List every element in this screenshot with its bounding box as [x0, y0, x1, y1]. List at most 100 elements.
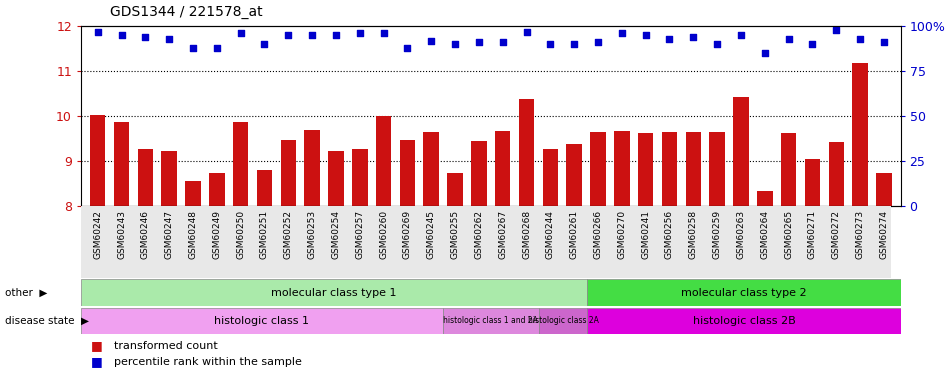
Point	[518, 28, 533, 34]
Bar	[756, 190, 772, 206]
Bar	[256, 170, 272, 206]
Point	[708, 41, 724, 47]
Bar	[232, 122, 248, 206]
Text: transformed count: transformed count	[114, 341, 218, 351]
Point	[185, 45, 200, 51]
Text: histologic class 2B: histologic class 2B	[692, 316, 794, 326]
Text: GSM60256: GSM60256	[664, 210, 673, 259]
Text: GSM60258: GSM60258	[688, 210, 697, 259]
Text: GSM60273: GSM60273	[855, 210, 863, 259]
Point	[565, 41, 581, 47]
Point	[613, 30, 628, 36]
Point	[684, 34, 700, 40]
Text: GSM60250: GSM60250	[236, 210, 245, 259]
Text: GSM60251: GSM60251	[260, 210, 268, 259]
Bar	[613, 130, 629, 206]
Bar	[780, 134, 796, 206]
Text: other  ▶: other ▶	[5, 288, 47, 297]
Bar	[684, 132, 701, 206]
Bar	[827, 142, 843, 206]
Text: GSM60264: GSM60264	[760, 210, 768, 259]
Bar	[586, 308, 900, 334]
Text: GSM60245: GSM60245	[426, 210, 435, 259]
Point	[446, 41, 462, 47]
Text: ■: ■	[90, 339, 102, 352]
Text: GSM60272: GSM60272	[831, 210, 840, 259]
Text: GSM60261: GSM60261	[569, 210, 578, 259]
Point	[280, 32, 295, 38]
Bar	[637, 134, 653, 206]
Text: GSM60257: GSM60257	[355, 210, 364, 259]
Bar	[327, 152, 344, 206]
Text: GSM60254: GSM60254	[331, 210, 340, 259]
Bar	[89, 115, 106, 206]
Text: GSM60247: GSM60247	[165, 210, 173, 259]
Point	[637, 32, 652, 38]
Text: GSM60243: GSM60243	[117, 210, 126, 259]
Point	[542, 41, 557, 47]
Bar	[81, 308, 442, 334]
Text: GSM60267: GSM60267	[498, 210, 506, 259]
Point	[208, 45, 224, 51]
Text: GSM60268: GSM60268	[522, 210, 530, 259]
Text: GSM60266: GSM60266	[593, 210, 602, 259]
Point	[827, 27, 843, 33]
Bar	[304, 130, 320, 206]
Bar	[586, 279, 900, 306]
Point	[851, 36, 866, 42]
Bar	[351, 148, 367, 206]
Bar	[542, 148, 558, 206]
Point	[113, 32, 129, 38]
Text: GSM60260: GSM60260	[379, 210, 387, 259]
Bar	[518, 99, 534, 206]
Text: GSM60262: GSM60262	[474, 210, 483, 259]
Bar	[280, 140, 296, 206]
Text: GSM60263: GSM60263	[736, 210, 744, 259]
Bar	[185, 182, 201, 206]
Point	[351, 30, 367, 36]
Point	[732, 32, 747, 38]
Point	[89, 28, 105, 34]
Point	[399, 45, 414, 51]
Text: GSM60246: GSM60246	[141, 210, 149, 259]
Text: GSM60274: GSM60274	[879, 210, 887, 259]
Point	[875, 39, 890, 45]
Point	[803, 41, 819, 47]
Text: GSM60269: GSM60269	[403, 210, 411, 259]
Bar	[803, 159, 820, 206]
Point	[470, 39, 486, 45]
Text: GSM60249: GSM60249	[212, 210, 221, 259]
Point	[304, 32, 319, 38]
Point	[327, 32, 343, 38]
Bar	[81, 279, 586, 306]
Point	[375, 30, 390, 36]
Bar	[494, 130, 510, 206]
Point	[232, 30, 248, 36]
Text: GDS1344 / 221578_at: GDS1344 / 221578_at	[109, 5, 262, 19]
Bar	[137, 149, 153, 206]
Point	[589, 39, 605, 45]
Text: GSM60242: GSM60242	[93, 210, 102, 259]
Bar	[442, 308, 539, 334]
Text: GSM60248: GSM60248	[188, 210, 197, 259]
Text: histologic class 1: histologic class 1	[214, 316, 309, 326]
Bar	[661, 132, 677, 206]
Text: GSM60270: GSM60270	[617, 210, 625, 259]
Point	[494, 39, 509, 45]
Text: GSM60252: GSM60252	[284, 210, 292, 259]
Bar	[851, 63, 867, 206]
Point	[137, 34, 152, 40]
Bar	[732, 98, 748, 206]
Bar	[589, 132, 605, 206]
Bar	[446, 172, 463, 206]
Text: GSM60271: GSM60271	[807, 210, 816, 259]
Point	[423, 38, 438, 44]
Bar	[161, 152, 177, 206]
Bar	[375, 116, 391, 206]
Text: GSM60255: GSM60255	[450, 210, 459, 259]
Text: histologic class 2A: histologic class 2A	[527, 316, 598, 325]
Bar	[708, 132, 724, 206]
Bar	[875, 172, 891, 206]
Text: GSM60241: GSM60241	[641, 210, 649, 259]
Text: molecular class type 2: molecular class type 2	[681, 288, 805, 297]
